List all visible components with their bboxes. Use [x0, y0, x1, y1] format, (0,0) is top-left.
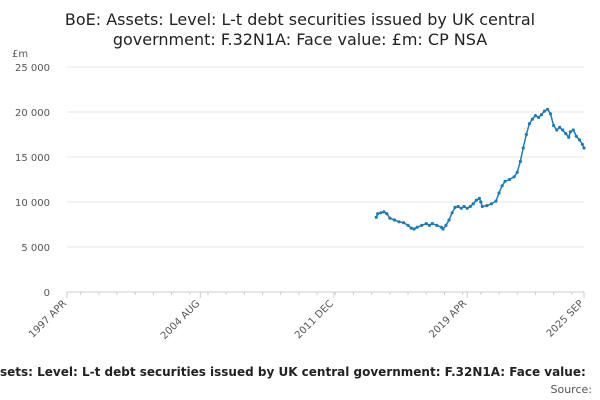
- data-point: [536, 115, 541, 119]
- source-text: Source:: [551, 383, 593, 396]
- series-line: [375, 108, 585, 231]
- data-point: [382, 210, 386, 214]
- data-point: [465, 206, 469, 210]
- data-point: [497, 191, 501, 195]
- data-point: [489, 202, 494, 206]
- data-point: [459, 206, 463, 210]
- data-point: [494, 199, 498, 203]
- chart-title-line2: government: F.32N1A: Face value: £m: CP …: [113, 30, 487, 49]
- footer-text: sets: Level: L-t debt securities issued …: [0, 365, 586, 379]
- data-point: [571, 128, 575, 132]
- data-point: [397, 220, 401, 224]
- data-point: [552, 123, 556, 128]
- data-point: [385, 212, 389, 216]
- y-tick-label: 15 000: [15, 153, 50, 164]
- data-series: [374, 107, 586, 231]
- data-point: [474, 198, 478, 202]
- data-point: [518, 159, 522, 164]
- data-point: [406, 223, 410, 227]
- data-point: [379, 211, 383, 215]
- data-point: [507, 177, 512, 182]
- data-point: [515, 170, 519, 174]
- data-point: [558, 125, 562, 129]
- x-axis-ticks: 1997 APR 2004 AUG 2011 DEC 2019 APR 2025 SEP: [27, 292, 586, 342]
- data-point: [424, 222, 428, 226]
- data-point: [468, 204, 472, 209]
- y-axis-ticks: 0 5 000 10 000 15 000 20 000 25 000: [15, 63, 50, 299]
- x-tick-label: 2025 SEP: [545, 298, 586, 339]
- data-point: [420, 223, 424, 227]
- data-point: [412, 227, 416, 231]
- data-point: [471, 202, 475, 206]
- data-point: [447, 218, 451, 222]
- data-point: [542, 109, 547, 113]
- x-tick-label: 2011 DEC: [293, 298, 336, 341]
- data-point: [477, 196, 481, 200]
- data-point: [567, 135, 571, 139]
- y-tick-label: 10 000: [15, 198, 50, 209]
- chart-title-line1: BoE: Assets: Level: L-t debt securities …: [65, 10, 535, 29]
- data-point: [444, 223, 448, 227]
- data-point: [430, 222, 434, 226]
- data-point: [564, 132, 568, 136]
- data-point: [392, 218, 397, 222]
- data-point: [441, 227, 445, 231]
- data-point: [435, 223, 439, 227]
- data-point: [548, 112, 553, 116]
- data-point: [546, 107, 550, 111]
- data-point: [524, 132, 528, 137]
- data-point: [568, 130, 572, 134]
- data-point: [521, 146, 525, 150]
- data-point: [500, 184, 504, 188]
- data-point: [533, 114, 538, 118]
- data-point: [527, 122, 532, 126]
- data-point: [530, 117, 534, 121]
- data-point: [388, 216, 392, 220]
- data-point: [503, 179, 507, 183]
- data-point: [582, 146, 586, 150]
- data-point: [555, 128, 559, 132]
- y-tick-label: 25 000: [15, 63, 50, 74]
- x-tick-label: 2019 APR: [427, 298, 469, 340]
- data-point: [374, 215, 378, 219]
- data-point: [577, 138, 582, 142]
- data-point: [453, 205, 457, 209]
- y-axis-unit-label: £m: [12, 49, 28, 60]
- data-point: [450, 211, 454, 215]
- data-point: [574, 134, 578, 138]
- data-point: [561, 128, 565, 132]
- data-point: [485, 204, 489, 208]
- x-tick-label: 2004 AUG: [159, 298, 203, 342]
- data-point: [462, 204, 466, 209]
- y-tick-label: 5 000: [21, 243, 50, 254]
- data-point: [512, 175, 516, 179]
- data-point: [456, 204, 460, 209]
- data-point: [427, 223, 431, 227]
- y-tick-label: 20 000: [15, 108, 50, 119]
- gridlines: [67, 66, 584, 248]
- data-point: [415, 225, 419, 229]
- data-point: [409, 226, 413, 230]
- data-point: [539, 113, 544, 117]
- x-tick-label: 1997 APR: [27, 298, 69, 340]
- data-point: [580, 142, 584, 146]
- data-point: [376, 212, 380, 216]
- data-point: [480, 204, 484, 209]
- data-point: [479, 200, 483, 204]
- y-tick-label: 0: [44, 288, 50, 299]
- data-point: [401, 221, 406, 225]
